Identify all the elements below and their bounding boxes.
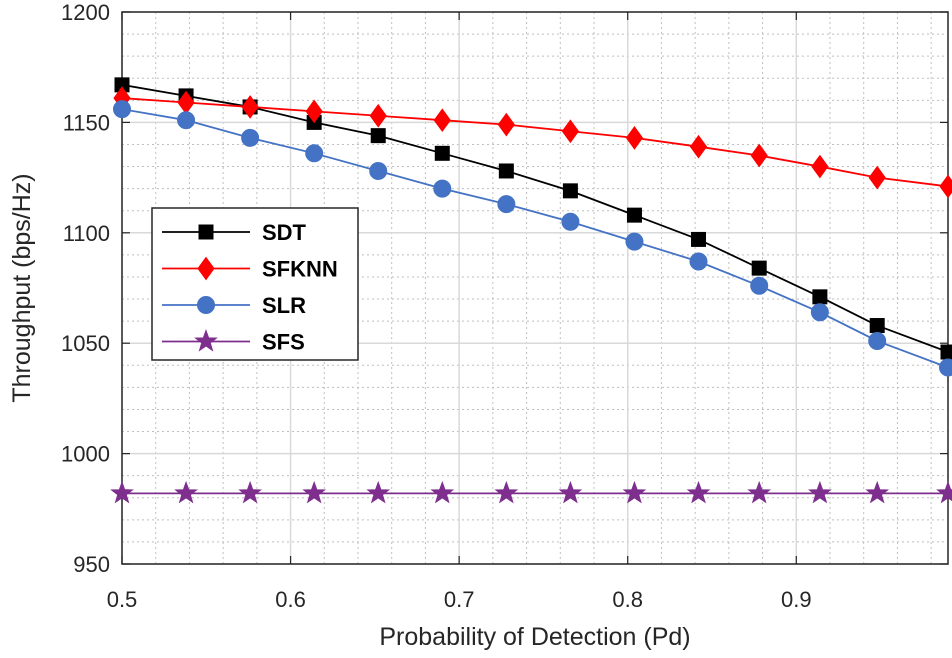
data-point-sfs — [747, 480, 772, 504]
data-point-sfknn — [939, 174, 952, 199]
data-point-slr — [625, 232, 644, 251]
data-point-slr — [113, 100, 131, 119]
data-point-slr — [810, 303, 829, 322]
data-point-sfknn — [868, 165, 886, 190]
data-point-sfs — [174, 480, 198, 504]
data-point-slr — [561, 212, 580, 231]
data-point-sdt — [691, 231, 707, 247]
data-point-slr — [689, 252, 708, 271]
y-tick-label: 1050 — [61, 331, 110, 356]
legend-label: SDT — [262, 220, 307, 245]
plot-frame — [121, 11, 949, 565]
data-point-sdt — [812, 289, 828, 305]
y-tick-label: 1200 — [61, 0, 110, 25]
data-point-sfknn — [241, 95, 259, 119]
data-point-sfs — [558, 480, 583, 504]
series-line-slr — [121, 108, 949, 369]
x-tick-label: 0.9 — [781, 587, 812, 612]
data-point-sfknn — [811, 154, 829, 179]
series-line-sdt — [121, 83, 949, 353]
data-point-sdt — [626, 207, 642, 223]
legend-marker — [197, 296, 215, 314]
legend-label: SLR — [262, 293, 306, 318]
data-point-slr — [433, 179, 452, 198]
legend-label: SFS — [262, 330, 305, 355]
series-sfs — [110, 480, 952, 504]
x-axis-title: Probability of Detection (Pd) — [379, 623, 690, 651]
legend-label: SFKNN — [262, 257, 338, 282]
y-tick-label: 950 — [73, 552, 110, 577]
data-point-slr — [868, 331, 887, 350]
series-line-sfknn — [121, 97, 949, 188]
data-point-sdt — [562, 183, 578, 199]
data-point-sfs — [686, 480, 711, 504]
data-point-slr — [939, 358, 952, 377]
data-point-sfknn — [305, 99, 323, 124]
data-point-sdt — [370, 128, 386, 144]
data-point-sdt — [434, 145, 450, 161]
data-point-sfknn — [750, 143, 768, 168]
data-point-sfs — [302, 480, 327, 504]
data-point-sfs — [865, 480, 890, 504]
y-tick-label: 1100 — [63, 221, 110, 246]
data-point-sfknn — [561, 119, 580, 144]
x-tick-label: 0.5 — [107, 587, 138, 612]
legend-marker — [194, 329, 218, 352]
x-tick-label: 0.6 — [275, 587, 306, 612]
data-point-sfs — [110, 480, 134, 504]
legend-entry-sfs: SFS — [162, 329, 305, 355]
y-tick-label: 1000 — [61, 442, 110, 467]
data-point-sfs — [430, 480, 455, 504]
data-point-sfknn — [497, 112, 515, 137]
data-point-sdt — [940, 344, 952, 360]
legend-marker — [197, 256, 215, 281]
legend-entry-slr: SLR — [162, 293, 306, 318]
data-point-sfs — [622, 480, 647, 504]
data-point-sdt — [751, 260, 767, 276]
series-slr — [113, 100, 952, 377]
data-point-sdt — [869, 318, 885, 334]
data-point-sfknn — [433, 108, 451, 133]
legend-entry-sdt: SDT — [162, 220, 307, 245]
data-point-slr — [177, 111, 196, 130]
data-point-slr — [369, 161, 388, 180]
data-point-slr — [305, 144, 324, 163]
y-tick-label: 1150 — [63, 110, 110, 135]
data-point-slr — [750, 276, 769, 295]
data-point-sfknn — [625, 126, 644, 150]
y-axis-title: Throughput (bps/Hz) — [8, 173, 36, 402]
data-point-sfs — [494, 480, 519, 504]
series-sdt — [114, 77, 952, 360]
data-point-sfs — [808, 480, 832, 504]
minor-grid — [122, 12, 948, 564]
data-point-sfknn — [689, 134, 708, 159]
data-point-slr — [241, 128, 260, 147]
legend-marker — [198, 224, 214, 240]
data-point-sfs — [366, 480, 391, 504]
data-point-sdt — [498, 163, 514, 179]
legend-entry-sfknn: SFKNN — [162, 257, 338, 282]
data-point-sfs — [936, 480, 952, 504]
data-point-sfs — [238, 480, 262, 504]
series-sfknn — [113, 86, 952, 199]
series-layer — [110, 77, 952, 504]
data-point-sfknn — [369, 103, 387, 128]
legend-box — [151, 207, 359, 361]
data-point-slr — [497, 195, 516, 214]
x-tick-label: 0.7 — [444, 587, 475, 612]
axis-ticks: 0.5 0.6 0.7 0.8 0.9 950 1000 1050 1100 1150 1200 — [61, 0, 948, 612]
legend: SDT SFKNN SLR SFS — [151, 207, 359, 361]
x-tick-label: 0.8 — [612, 587, 643, 612]
